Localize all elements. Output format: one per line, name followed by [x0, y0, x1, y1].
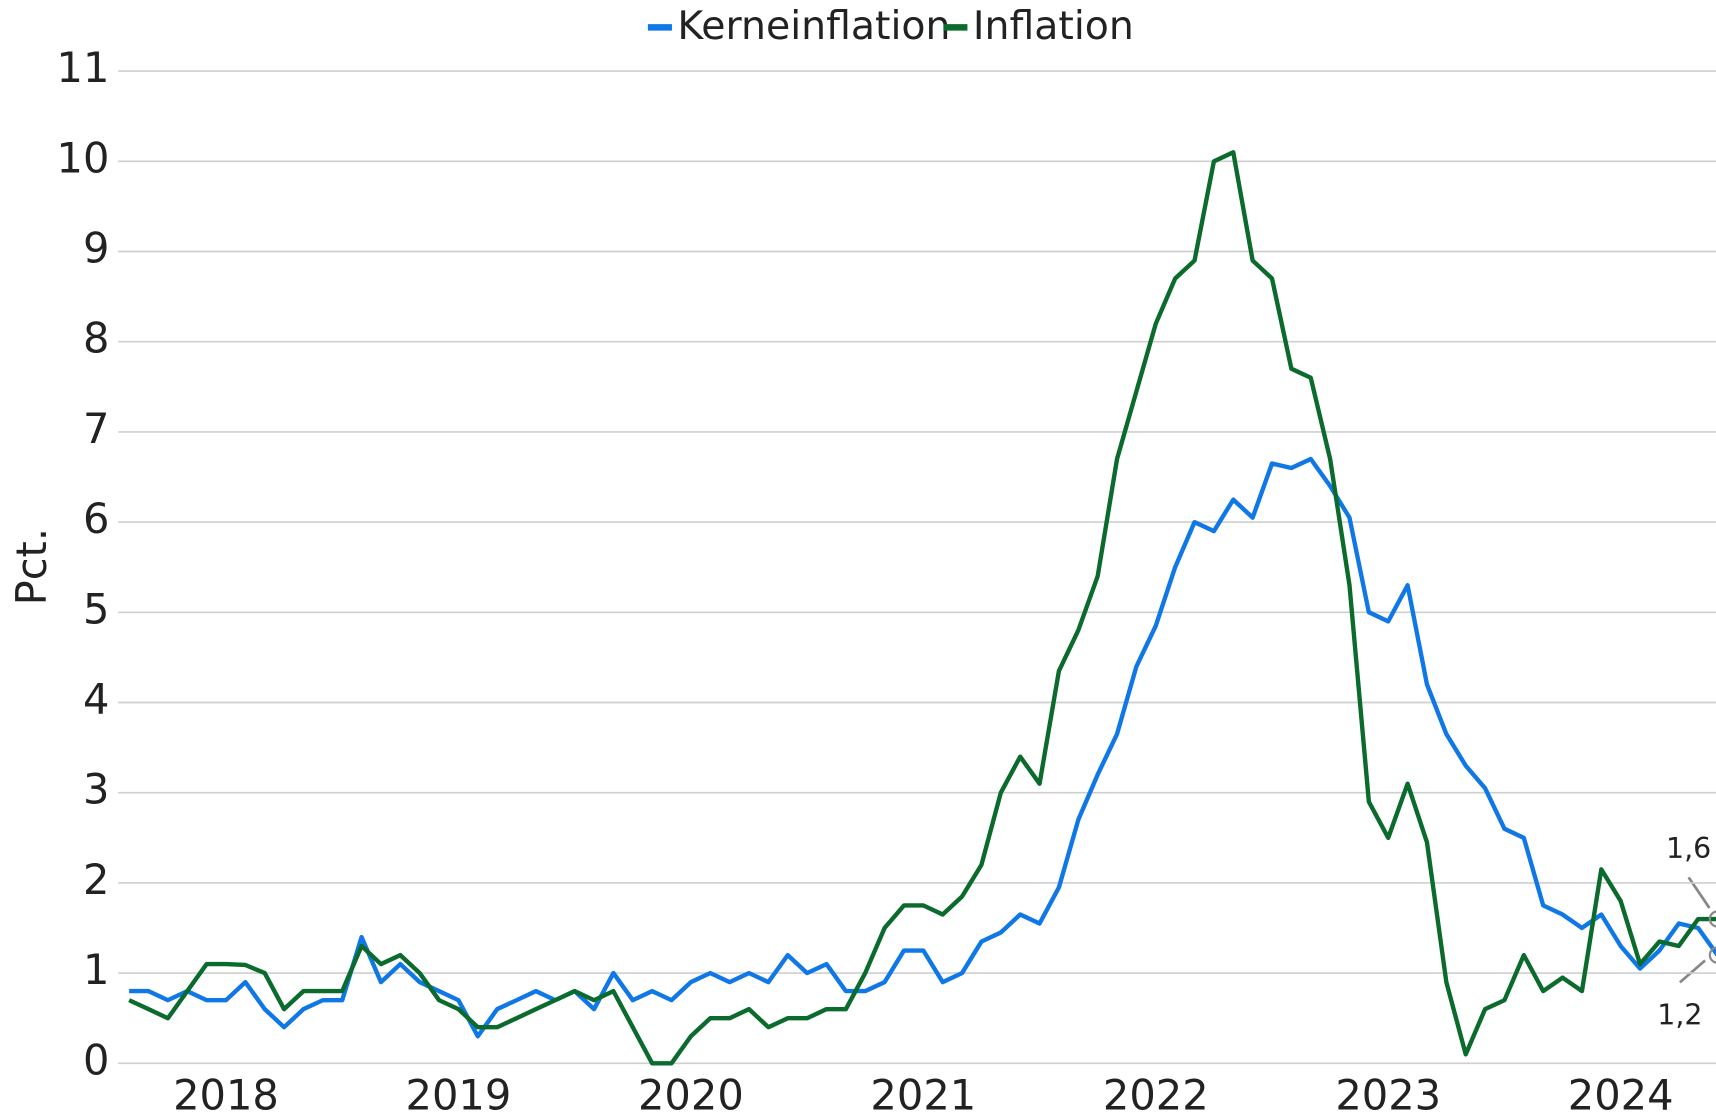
- y-tick-label: 9: [83, 224, 109, 273]
- y-tick-label: 6: [83, 494, 109, 543]
- x-tick-label: 2023: [1335, 1070, 1441, 1118]
- y-tick-label: 7: [83, 404, 109, 453]
- x-tick-label: 2018: [173, 1070, 279, 1118]
- y-tick-label: 10: [57, 133, 110, 182]
- x-tick-label: 2024: [1568, 1070, 1674, 1118]
- annotation-line: [1678, 959, 1706, 984]
- end-marker: [1708, 910, 1716, 928]
- annotation: 1,6: [1666, 832, 1711, 865]
- legend-label: Inflation: [973, 3, 1134, 49]
- y-tick-label: 0: [83, 1035, 109, 1084]
- x-tick-label: 2020: [638, 1070, 744, 1118]
- line-series: [128, 150, 1716, 1066]
- y-tick-label: 2: [83, 855, 109, 904]
- x-tick-label: 2022: [1103, 1070, 1209, 1118]
- annotation-lines: [1678, 876, 1711, 984]
- y-tick-label: 5: [83, 584, 109, 633]
- line-series: [129, 456, 1716, 1039]
- x-tick-label: 2019: [406, 1070, 512, 1118]
- x-tick-label: 2021: [870, 1070, 976, 1118]
- y-tick-label: 11: [57, 43, 110, 92]
- y-axis-label: Pct.: [7, 528, 56, 605]
- y-tick-label: 3: [83, 765, 109, 814]
- annotation-line: [1687, 876, 1711, 909]
- y-tick-label: 1: [83, 945, 109, 994]
- y-tick-label: 8: [83, 314, 109, 363]
- y-tick-label: 4: [83, 675, 109, 724]
- legend-label: Kerneinflation: [677, 3, 950, 49]
- end-marker: [1708, 946, 1716, 964]
- annotation: 1,2: [1657, 998, 1702, 1031]
